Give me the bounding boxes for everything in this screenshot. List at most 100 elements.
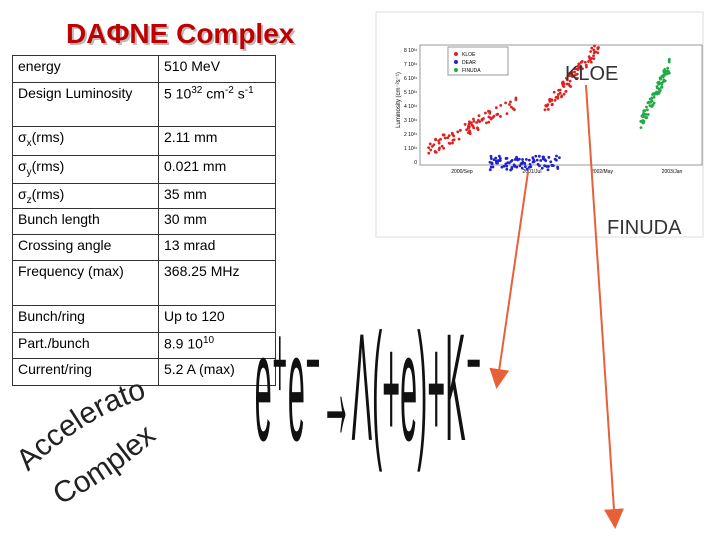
plot-dot	[575, 72, 579, 76]
plot-dot	[541, 157, 545, 161]
plot-dot	[434, 138, 438, 142]
plot-dot	[487, 120, 491, 124]
curved-text: Accelerator	[0, 0, 149, 477]
plot-frame	[419, 44, 703, 166]
plot-dot	[488, 168, 492, 172]
plot-dot	[650, 96, 654, 100]
plot-dot	[536, 162, 540, 166]
plot-dot	[590, 46, 594, 50]
plot-dot	[565, 76, 568, 80]
plot-dot	[547, 155, 551, 159]
plot-dot	[539, 159, 543, 162]
plot-dot	[504, 101, 507, 105]
cell-text: (rms)	[31, 129, 65, 145]
legend-entry: KLOE	[462, 52, 476, 58]
plot-dot	[442, 146, 446, 150]
plot-dot	[544, 159, 548, 163]
plot-dot	[589, 50, 593, 53]
plot-dot	[510, 167, 514, 171]
y-tick-label: 1 10³¹	[404, 146, 417, 152]
plot-dot	[509, 105, 513, 109]
plot-dot	[642, 112, 646, 116]
x-tick-label: 2000/Sep	[451, 169, 473, 175]
plot-dot	[651, 103, 655, 107]
plot-dot	[437, 141, 441, 145]
plot-dot	[574, 67, 578, 71]
plot-dot	[546, 168, 550, 172]
table-cell: Bunch length	[12, 208, 159, 235]
plot-dot	[562, 92, 566, 96]
cell-text: -1	[244, 85, 254, 96]
plot-dot	[523, 165, 527, 169]
plot-dot	[568, 71, 572, 75]
plot-dot	[652, 92, 656, 96]
x-tick-label: 2001/Jul	[523, 169, 542, 175]
plot-dot	[476, 118, 480, 122]
plot-dot	[576, 64, 580, 68]
plot-dot	[592, 54, 595, 58]
plot-dot	[547, 165, 550, 168]
plot-dot	[590, 56, 594, 60]
plot-dot	[447, 141, 451, 145]
cell-text: 5 10	[164, 85, 192, 102]
plot-dot	[589, 60, 593, 64]
plot-dot	[427, 146, 431, 150]
legend-dot	[454, 52, 458, 56]
plot-dot	[515, 165, 519, 169]
cell-text: σ	[18, 129, 27, 145]
cell-text: x	[26, 137, 32, 149]
plot-dot	[521, 160, 525, 164]
plot-dot	[490, 162, 494, 166]
table-row: σy(rms) 0.021 mm	[12, 155, 276, 184]
plot-dot	[655, 85, 659, 88]
plot-dot	[505, 112, 509, 116]
plot-dot	[428, 142, 432, 146]
y-tick-label: 4 10³¹	[404, 104, 417, 110]
title: DAΦNE Complex	[66, 18, 295, 49]
cell-text: 32	[191, 85, 203, 96]
table-row: Crossing angle 13 mrad	[12, 234, 276, 261]
cell-text: (rms)	[31, 186, 65, 202]
cell-text: z	[26, 194, 32, 206]
plot-dot	[510, 159, 514, 162]
plot-dot	[573, 70, 576, 74]
cell-text: 10	[202, 335, 215, 346]
plot-dot	[567, 82, 571, 86]
plot-dot	[552, 90, 556, 94]
plot-dot	[440, 144, 444, 148]
plot-dot	[458, 128, 462, 132]
plot-dot	[489, 157, 493, 160]
plot-dot	[497, 154, 501, 158]
plot-dot	[663, 73, 667, 76]
plot-dot	[556, 93, 560, 96]
table-cell: σx(rms)	[12, 126, 159, 156]
plot-dot	[433, 150, 437, 153]
x-tick-label: 2003/Jan	[662, 169, 683, 175]
plot-dot	[546, 108, 550, 111]
plot-dot	[527, 158, 531, 162]
plot-dot	[581, 67, 584, 70]
y-tick-label: 2 10³¹	[404, 132, 417, 138]
plot-dot	[543, 108, 547, 112]
table-cell: 30 mm	[158, 208, 276, 235]
plot-dot	[657, 82, 661, 86]
plot-dot	[585, 65, 588, 69]
plot-dot	[661, 80, 665, 84]
table-cell: σy(rms)	[12, 155, 159, 184]
y-tick-label: 6 10³¹	[404, 76, 417, 82]
plot-dot	[572, 74, 576, 78]
plot-dot	[488, 111, 492, 115]
plot-dot	[540, 166, 544, 170]
formula: e⁺e⁻→Λ(+e)+K⁻	[255, 303, 482, 474]
plot-dot	[437, 148, 441, 151]
cell-text: s	[233, 85, 245, 102]
plot-dot	[487, 115, 491, 119]
plot-dot	[525, 167, 529, 171]
param-table: energy 510 MeV Design Luminosity 5 1032 cm-…	[12, 55, 276, 386]
plot-dot	[560, 95, 563, 99]
plot-dot	[502, 164, 506, 168]
plot-dot	[535, 158, 539, 162]
plot-dot	[489, 154, 493, 158]
plot-dot	[472, 117, 475, 121]
